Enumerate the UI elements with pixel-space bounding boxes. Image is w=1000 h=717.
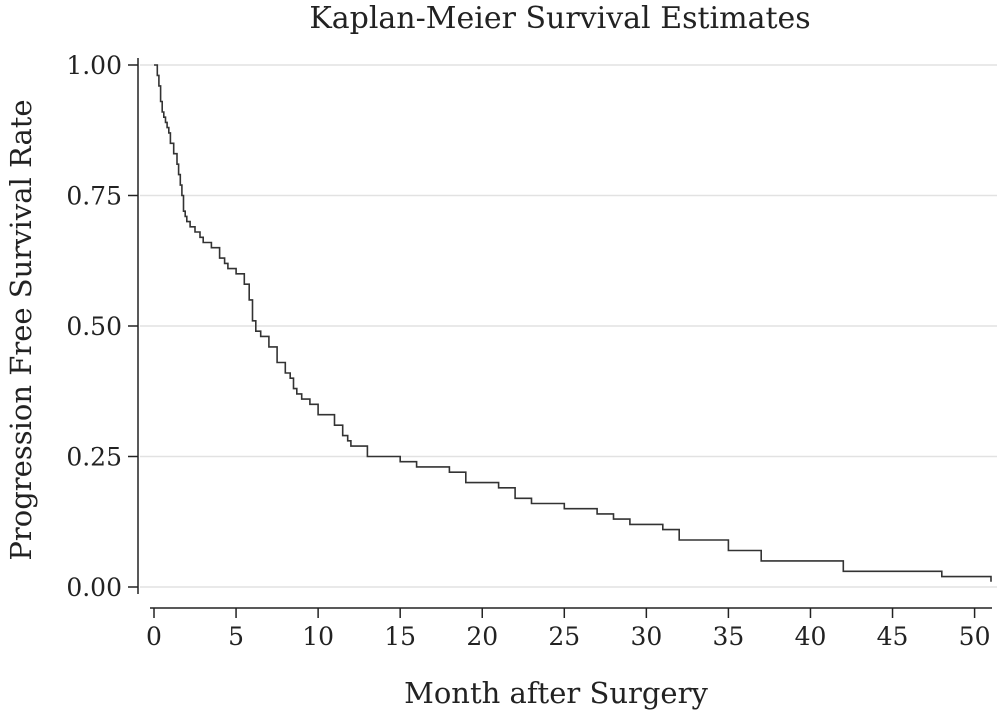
x-tick-label: 40 [795,622,827,651]
x-tick-label: 35 [713,622,745,651]
y-tick-label: 0.50 [66,312,122,341]
x-tick-label: 25 [548,622,580,651]
x-tick-label: 10 [302,622,334,651]
x-tick-label: 5 [228,622,244,651]
chart-title: Kaplan-Meier Survival Estimates [309,1,810,36]
x-tick-label: 30 [630,622,662,651]
y-tick-label: 0.00 [66,573,122,602]
x-tick-label: 45 [877,622,909,651]
axes [137,58,992,609]
x-tick-label: 50 [959,622,991,651]
x-axis-title: Month after Surgery [404,676,708,710]
y-axis-title: Progression Free Survival Rate [4,99,38,560]
x-tick-label: 20 [466,622,498,651]
y-tick-label: 0.75 [66,182,122,211]
x-tick-label: 0 [146,622,162,651]
grid-lines [140,64,997,588]
y-tick-label: 0.25 [66,443,122,472]
x-tick-label: 15 [384,622,416,651]
y-tick-label: 1.00 [66,51,122,80]
km-survival-curve [154,64,992,582]
ticks: 0.00 0.25 0.50 0.75 1.00 0 5 10 15 20 25 30 35 40 45 50 [66,51,990,651]
